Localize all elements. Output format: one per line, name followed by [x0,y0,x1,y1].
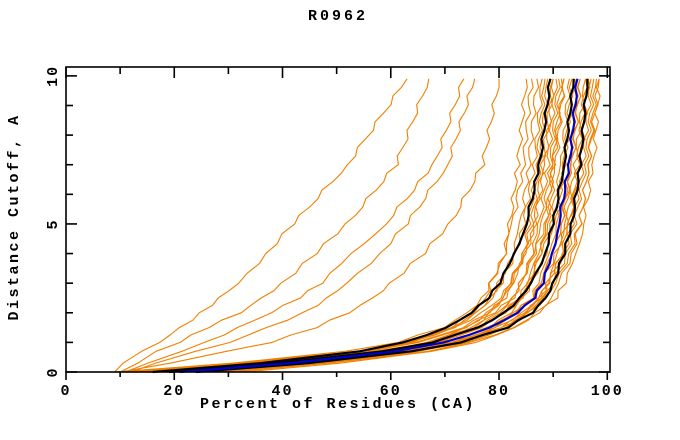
x-tick-label: 0 [60,383,71,400]
series-line-model-19 [212,78,546,373]
series-line-model-11 [168,78,561,373]
y-tick-label: 0 [45,366,62,377]
series-line-reference-3 [195,78,589,374]
series-line-model-16 [195,78,595,373]
x-tick-label: 80 [488,383,510,400]
x-tick-label: 60 [380,383,402,400]
series-line-model-outlier-3 [125,78,465,373]
series-line-model-26 [182,78,528,373]
x-tick-label: 100 [591,383,624,400]
y-tick-label: 5 [45,218,62,229]
series-line-model-outlier-4 [130,78,476,373]
series-line-model-outlier-1 [114,78,408,373]
series-line-model-07 [147,78,587,373]
y-tick-label: 10 [45,65,62,87]
series-line-reference-2 [168,78,575,374]
series-line-model-08 [152,78,540,373]
series-line-model-25 [160,78,600,373]
x-axis-label: Percent of Residues (CA) [199,396,477,413]
axis-ticks [65,67,610,380]
x-tick-label: 20 [163,383,185,400]
series-line-model-18 [206,78,579,373]
series-line-model-highlight [179,78,579,374]
series-line-model-outlier-2 [119,78,430,373]
x-tick-label: 40 [272,383,294,400]
chart-title: R0962 [307,8,368,25]
series-line-model-23 [233,78,564,373]
series-line-model-10 [163,78,592,373]
series-line-model-14 [185,78,591,373]
tick-labels: 0 20 40 60 80 100 0 5 10 [45,65,624,400]
series-line-model-27 [209,78,601,373]
series-line-model-05 [136,78,577,373]
series-line-reference-1 [152,78,552,374]
series-line-model-02 [120,78,534,373]
series-lines [114,78,601,374]
series-line-model-12 [174,78,582,373]
series-line-model-outlier-5 [120,78,500,373]
series-line-model-21 [222,78,574,373]
plot-border [65,66,611,373]
